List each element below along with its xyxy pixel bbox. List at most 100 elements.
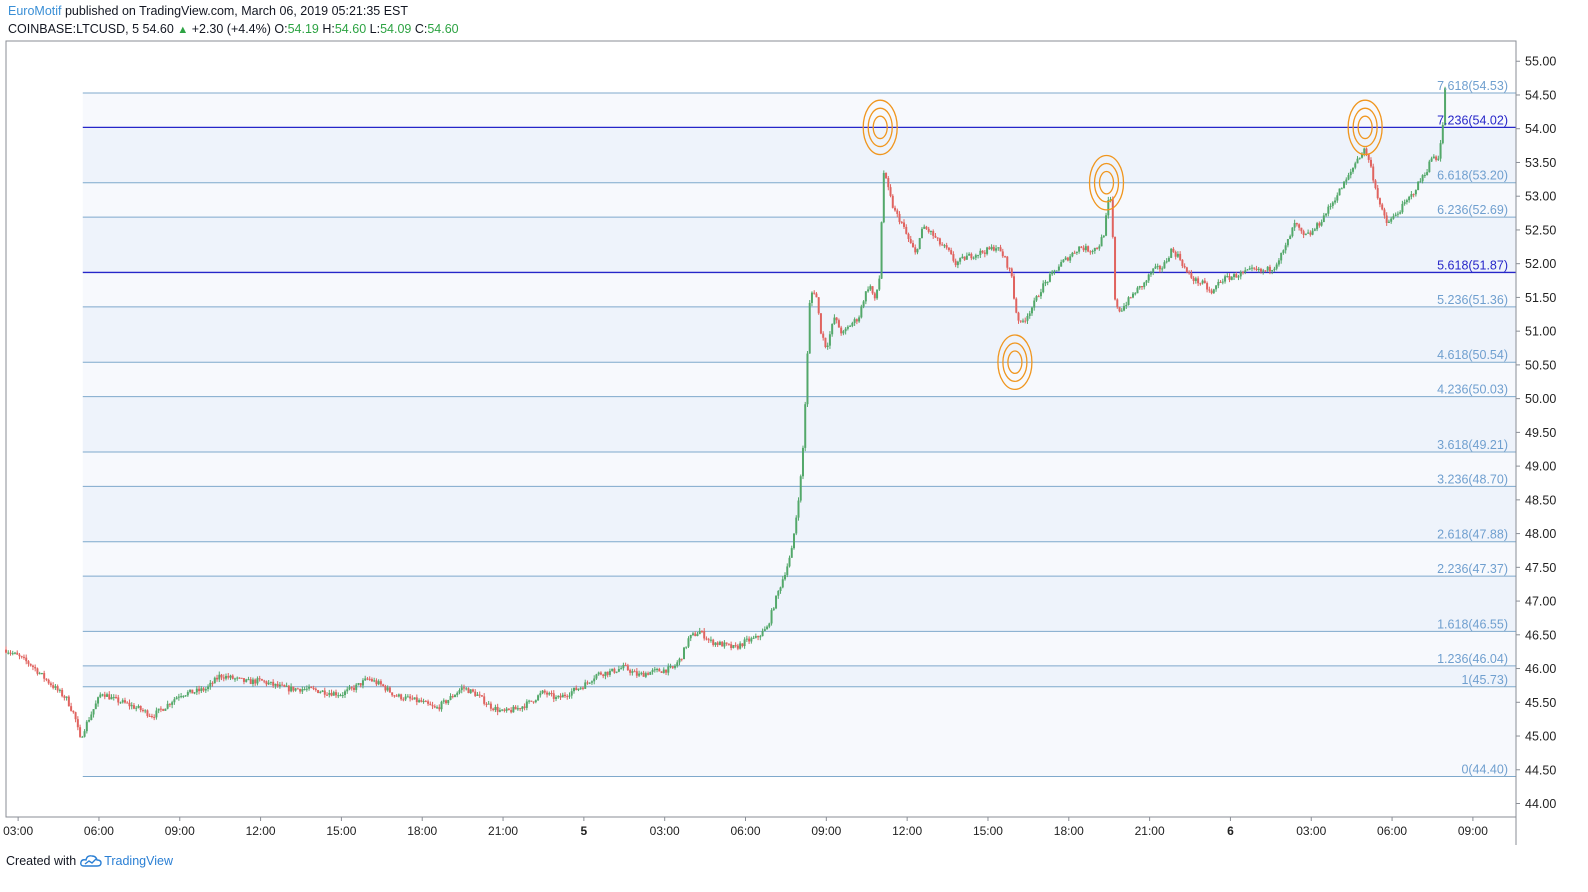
candle-body [700,631,703,633]
candle-body [1197,278,1200,284]
candle-body [231,675,234,679]
candle-body [193,692,196,694]
candle-body [1087,246,1090,252]
candle-body [1282,250,1285,253]
candle-body [1408,196,1411,201]
candle-body [1096,247,1099,249]
candle-body [1329,205,1332,207]
fib-band [82,541,1516,577]
candle-body [1051,271,1054,275]
candle-body [979,250,982,255]
candle-body [180,696,183,698]
candle-body [1136,287,1139,294]
candle-body [285,685,288,687]
time-axis[interactable]: 03:00 06:00 09:00 12:00 15:00 18:00 21:00 5 03:0… [3,817,1488,838]
candle-body [431,705,434,707]
candle-body [911,243,914,248]
candle-body [1385,215,1388,223]
fib-label: 3.618(49.21) [1437,438,1508,452]
symbol-info: COINBASE:LTCUSD, 5 54.60 ▲ +2.30 (+4.4%)… [8,22,459,36]
candle-body [375,680,378,685]
candle-body [292,686,295,691]
candle-body [415,697,418,703]
fib-band [82,451,1516,487]
fib-label: 1(45.73) [1461,673,1508,687]
candle-body [366,678,369,680]
candle-body [429,703,432,706]
published-text: published on TradingView.com, March 06, … [64,4,409,18]
close-value: 54.60 [427,22,459,36]
candle-body [999,247,1002,252]
candle-body [1046,281,1049,283]
price-tick-label: 47.00 [1525,595,1556,609]
candle-body [1352,167,1355,172]
candle-body [1336,195,1339,201]
candle-body [92,709,95,715]
candle-body [418,700,421,703]
candle-body [959,258,962,262]
candle-body [1325,213,1328,216]
author-link[interactable]: EuroMotif [8,4,62,18]
candle-body [168,703,171,705]
candle-body [1396,213,1399,215]
candle-body [1327,206,1330,214]
candle-body [801,447,804,477]
candle-body [308,686,311,689]
candle-body [45,678,48,680]
candle-body [229,675,232,678]
candle-body [615,671,618,673]
candle-body [451,696,454,698]
candle-body [216,677,219,680]
candle-body [990,246,993,250]
fib-band [82,576,1516,632]
touch-marker-ring [1098,170,1115,195]
tradingview-logo[interactable]: TradingView [80,854,173,868]
fib-label: 7.618(54.53) [1437,79,1508,93]
candle-body [810,292,813,303]
touch-marker-ring [1088,154,1125,211]
candle-body [552,693,555,699]
fib-band [82,217,1516,273]
candle-body [148,715,151,717]
candle-body [813,292,816,294]
candle-body [1271,270,1274,272]
candle-body [1293,223,1296,228]
candle-body [656,669,659,671]
candle-body [290,686,293,692]
candle-body [343,691,346,696]
up-triangle-icon: ▲ [177,24,189,36]
candle-body [691,633,694,635]
candle-body [1028,313,1031,317]
price-axis[interactable]: 55.00 54.50 54.00 53.50 53.00 52.50 52.00 51.50… [1516,55,1556,811]
candle-body [1024,320,1027,322]
candle-body [1412,194,1415,196]
candle-body [411,698,414,700]
candle-body [1304,233,1307,235]
candle-body [487,703,490,705]
candle-body [1152,268,1155,273]
fib-band [82,127,1516,183]
candle-body [1441,125,1444,144]
touch-marker-ring [1352,107,1378,148]
candle-body [1010,268,1013,277]
candle-body [1257,268,1260,271]
candle-body [458,690,461,693]
candle-body [617,669,620,672]
candle-body [817,297,820,314]
candle-body [357,683,360,685]
candle-body [11,653,14,655]
time-tick-label: 21:00 [1135,824,1165,838]
candle-body [54,686,57,688]
candle-body [1372,166,1375,181]
candle-body [422,701,425,703]
candle-body [954,260,957,266]
candle-body [1419,181,1422,183]
price-chart[interactable]: 0(44.40) 1(45.73) 1.236(46.04) 1.618(46.55)… [0,0,1588,850]
candle-body [920,228,923,238]
candle-body [330,692,333,696]
candle-body [716,642,719,645]
fib-band [82,92,1516,128]
fib-band [82,631,1516,666]
candle-body [1390,218,1393,222]
candle-body [1206,283,1209,290]
